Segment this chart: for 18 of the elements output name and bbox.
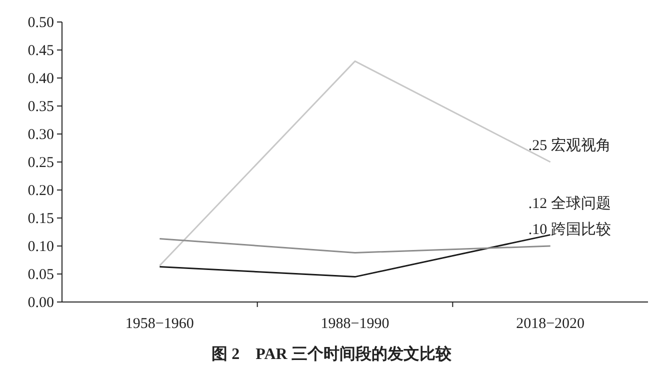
text: .10 跨国比较 <box>528 222 611 238</box>
text: .25 宏观视角 <box>528 138 611 154</box>
y-tick-label: 0.50 <box>28 15 54 31</box>
y-tick-label: 0.05 <box>28 267 54 283</box>
y-tick-label: 0.30 <box>28 127 54 143</box>
y-tick-label: 0.20 <box>28 183 54 199</box>
x-tick-label: 1988−1990 <box>320 316 390 332</box>
y-tick-label: 0.40 <box>28 71 54 87</box>
text: .12 全球问题 <box>528 196 611 212</box>
y-tick-label: 0.15 <box>28 211 54 227</box>
y-tick-label: 0.10 <box>28 239 54 255</box>
y-tick-label: 0.35 <box>28 99 54 115</box>
y-tick-label: 0.45 <box>28 43 54 59</box>
x-tick-label: 2018−2020 <box>516 316 585 332</box>
y-tick-label: 0.25 <box>28 155 54 171</box>
y-tick-label: 0.00 <box>28 295 54 311</box>
x-tick-label: 1958−1960 <box>125 316 194 332</box>
text: 图 2 PAR 三个时间段的发文比较 <box>212 345 452 363</box>
